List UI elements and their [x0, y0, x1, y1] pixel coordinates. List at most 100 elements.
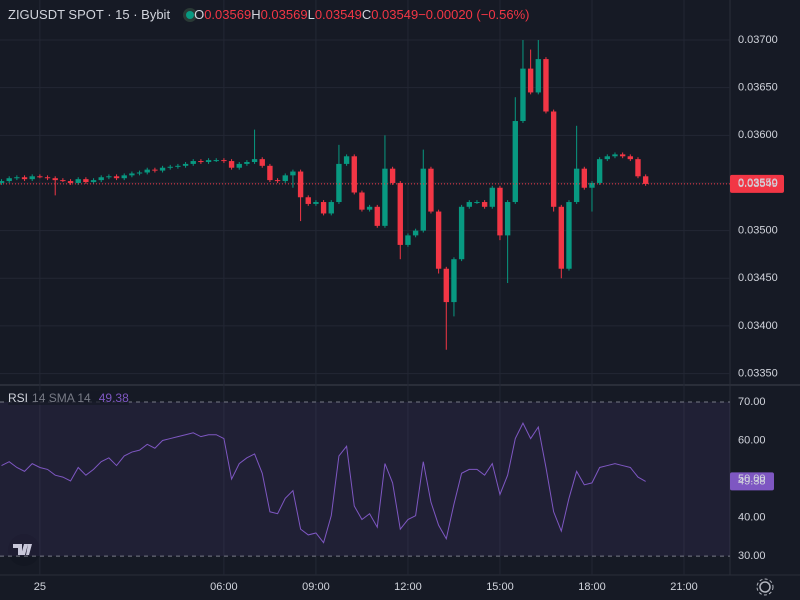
candle-body — [213, 160, 219, 162]
y-tick-label: 0.03700 — [738, 34, 778, 46]
candle-body — [305, 197, 311, 204]
ohlc-key: L — [307, 7, 315, 22]
candle-body — [573, 168, 580, 203]
candle-body — [328, 202, 334, 214]
candle-body — [282, 175, 288, 182]
y-tick-label: 70.00 — [738, 396, 766, 408]
candle-body — [121, 175, 127, 179]
candle-body — [443, 268, 449, 303]
candle-body — [412, 230, 419, 236]
tv-logo — [8, 534, 40, 566]
candle-body — [435, 211, 442, 269]
candle-body — [428, 168, 434, 212]
candle-body — [474, 202, 480, 204]
candle-body — [251, 159, 258, 163]
candle-body — [512, 121, 518, 203]
x-tick-label: 25 — [34, 581, 46, 593]
candle-body — [113, 176, 120, 179]
candle-body — [6, 178, 12, 182]
y-tick-label: 0.03450 — [738, 272, 778, 284]
candle-body — [21, 177, 28, 180]
candle-body — [60, 180, 66, 182]
candle-body — [175, 165, 181, 167]
candle-body — [520, 68, 526, 122]
candle-body — [389, 168, 396, 183]
y-tick-label: 0.03500 — [738, 225, 778, 237]
candle-body — [359, 192, 365, 210]
candle-body — [374, 206, 380, 226]
rsi-value-tag — [730, 472, 774, 491]
candle-body — [351, 156, 357, 193]
candle-body — [466, 202, 472, 207]
candle-body — [190, 161, 196, 164]
candle-body — [0, 181, 5, 183]
ohlc-value: 0.03549 — [371, 7, 419, 22]
x-tick-label: 15:00 — [486, 581, 514, 593]
candle-body — [489, 187, 495, 207]
candle-body — [420, 168, 426, 231]
ohlc-value: 0.03569 — [204, 7, 252, 22]
candle-body — [336, 163, 342, 203]
candle-body — [259, 159, 265, 166]
x-tick-label: 12:00 — [394, 581, 422, 593]
candle-body — [129, 173, 135, 176]
x-tick-label: 18:00 — [578, 581, 606, 593]
candle-body — [152, 169, 158, 171]
candle-body — [159, 167, 166, 171]
candle-body — [83, 179, 89, 183]
marks: 0.03549 49.38 — [0, 40, 784, 544]
candle-body — [198, 161, 204, 163]
candle-body — [343, 156, 350, 164]
candle-body — [274, 180, 281, 182]
y-tick-label: 0.03550 — [738, 177, 778, 189]
candle-body — [558, 206, 564, 269]
candle-body — [313, 202, 319, 204]
symbol-legend: ZIGUSDT SPOT · 15 · Bybit O0.03569H0.0356… — [8, 7, 530, 22]
y-tick-label: 50.00 — [738, 473, 766, 485]
y-tick-label: 0.03650 — [738, 82, 778, 94]
indicator-params: 14 SMA 14 — [32, 391, 91, 405]
candle-body — [627, 156, 633, 160]
y-tick-label: 30.00 — [738, 550, 766, 562]
candle-body — [244, 162, 250, 164]
ohlc-key: C — [361, 7, 372, 22]
rsi-value-label: 49.38 — [738, 475, 766, 487]
y-tick-label: 0.03350 — [738, 367, 778, 379]
candle-body — [504, 202, 511, 236]
candle-body — [236, 163, 242, 168]
candle-body — [451, 259, 457, 303]
candle-body — [52, 178, 58, 181]
candle-body — [405, 235, 411, 245]
x-tick-label: 06:00 — [210, 581, 238, 593]
candle-body — [619, 154, 626, 157]
candle-body — [642, 176, 649, 184]
candle-body — [29, 176, 35, 180]
candle-body — [527, 68, 534, 93]
rsi-legend: RSI 14 SMA 14 49.38 — [8, 391, 129, 405]
x-tick-label: 09:00 — [302, 581, 330, 593]
candle-body — [182, 163, 189, 166]
symbol-title: ZIGUSDT SPOT · 15 · Bybit — [8, 7, 171, 22]
candle-body — [535, 59, 541, 93]
candle-body — [458, 206, 465, 260]
candle-body — [581, 168, 587, 188]
x-tick-label: 21:00 — [670, 581, 698, 593]
candle-body — [397, 182, 403, 245]
candle-body — [106, 176, 112, 178]
candle-body — [612, 154, 618, 157]
ohlc-value: 0.03569 — [260, 7, 308, 22]
candle-body — [320, 202, 327, 214]
candle-body — [481, 202, 488, 207]
candle-body — [604, 156, 610, 160]
settings-icon[interactable] — [756, 578, 774, 596]
indicator-name: RSI — [8, 391, 29, 405]
candle-body — [136, 172, 143, 174]
candle-body — [75, 179, 81, 183]
candle-body — [596, 159, 603, 183]
y-tick-label: 60.00 — [738, 434, 766, 446]
candle-body — [67, 181, 74, 183]
rsi-line — [1, 422, 646, 544]
grid — [0, 0, 730, 575]
